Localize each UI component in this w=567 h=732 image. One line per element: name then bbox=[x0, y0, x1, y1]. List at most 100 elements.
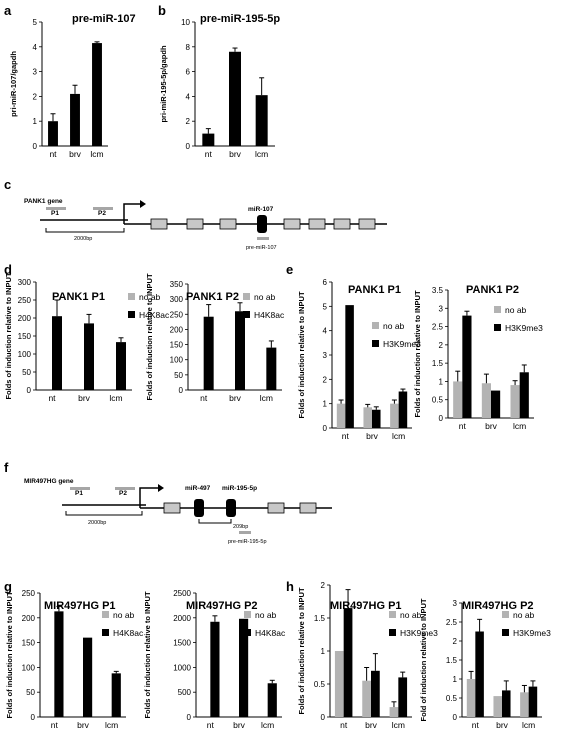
bar-no_ab-nt bbox=[453, 381, 463, 418]
y-tick-label: 3 bbox=[453, 599, 458, 608]
bar-no_ab-lcm bbox=[520, 692, 529, 717]
legend-swatch-h3k9me3 bbox=[494, 324, 501, 331]
y-tick-label: 0 bbox=[31, 713, 36, 722]
scale-label: 2000bp bbox=[88, 520, 106, 526]
y-tick-label: 1500 bbox=[173, 639, 191, 648]
scale-bracket bbox=[45, 228, 125, 233]
chart-e2: PANK1 P2 Folds of induction relative to I… bbox=[413, 284, 543, 431]
chart-title: MIR497HG P2 bbox=[462, 600, 534, 612]
y-tick-label: 300 bbox=[18, 278, 32, 287]
legend-label-no_ab: no ab bbox=[139, 292, 161, 302]
legend-swatch-no_ab bbox=[502, 611, 509, 618]
diagram-f: MIR497HG gene P1 P2 2000bp miR-497 miR-1… bbox=[24, 478, 332, 545]
y-tick-label: 500 bbox=[178, 688, 192, 697]
y-tick-label: 1 bbox=[439, 377, 444, 386]
y-axis-label: Folds of induction relative to INPUT bbox=[143, 591, 152, 719]
bar-h3k9me3-lcm bbox=[398, 677, 408, 717]
panel-label-b: b bbox=[158, 3, 166, 18]
y-tick-label: 350 bbox=[170, 280, 184, 289]
x-tick-label: brv bbox=[485, 421, 498, 431]
chart-title: PANK1 P1 bbox=[52, 291, 105, 303]
chart-title: MIR497HG P1 bbox=[330, 600, 402, 612]
panel-label-g: g bbox=[4, 579, 12, 594]
y-tick-label: 100 bbox=[22, 663, 36, 672]
probe-label-p2: P2 bbox=[98, 210, 106, 217]
y-tick-label: 3 bbox=[439, 304, 444, 313]
y-tick-label: 1 bbox=[33, 117, 38, 126]
x-tick-label: brv bbox=[78, 393, 91, 403]
y-tick-label: 0.5 bbox=[432, 396, 444, 405]
x-tick-label: nt bbox=[472, 720, 480, 730]
chart-title: PANK1 P2 bbox=[186, 291, 239, 303]
x-tick-label: nt bbox=[48, 393, 56, 403]
legend-swatch-h4k8ac bbox=[128, 311, 135, 318]
y-tick-label: 1 bbox=[321, 647, 326, 656]
bar-h4k8ac-nt bbox=[203, 316, 214, 390]
y-tick-label: 300 bbox=[170, 295, 184, 304]
chart-d2: PANK1 P2 Folds of induction relative to I… bbox=[145, 273, 285, 403]
exon-2 bbox=[186, 218, 204, 230]
bar-h3k9me3-lcm bbox=[519, 372, 529, 418]
legend-label-h3k9me3: H3K9me3 bbox=[505, 323, 543, 333]
x-tick-label: nt bbox=[49, 149, 57, 159]
x-tick-label: lcm bbox=[392, 431, 405, 441]
y-tick-label: 0 bbox=[187, 713, 192, 722]
exon-6 bbox=[333, 218, 351, 230]
y-tick-label: 200 bbox=[170, 325, 184, 334]
mirna-label-1: miR-497 bbox=[185, 485, 211, 492]
y-tick-label: 5 bbox=[323, 302, 328, 311]
bar-h3k9me3-nt bbox=[345, 305, 354, 428]
probe-label-p2: P2 bbox=[119, 490, 127, 497]
panel-label-e: e bbox=[286, 262, 293, 277]
bar-h3k9me3-nt bbox=[343, 608, 353, 717]
y-tick-label: 2 bbox=[33, 92, 38, 101]
tss-arrow-head bbox=[158, 484, 164, 492]
y-tick-label: 150 bbox=[170, 341, 184, 350]
bar-treated-lcm bbox=[255, 95, 268, 146]
chart-title: MIR497HG P1 bbox=[44, 600, 116, 612]
chart-h2: MIR497HG P2 Fold of induction relative to… bbox=[419, 598, 551, 730]
scale-label: 2000bp bbox=[74, 236, 92, 242]
bar-no_ab-brv bbox=[362, 680, 371, 717]
legend-swatch-h4k8ac bbox=[243, 311, 250, 318]
gene-label-pank1: PANK1 gene bbox=[24, 198, 63, 205]
mirna-marker bbox=[257, 215, 267, 233]
y-axis-label: Folds of induction relative to INPUT bbox=[297, 291, 306, 419]
bar-h4k8ac-nt bbox=[210, 621, 220, 717]
y-tick-label: 2 bbox=[186, 117, 191, 126]
y-tick-label: 4 bbox=[33, 43, 38, 52]
exon-5 bbox=[308, 218, 326, 230]
y-tick-label: 50 bbox=[174, 371, 183, 380]
y-tick-label: 2 bbox=[321, 581, 326, 590]
bar-no_ab-nt bbox=[336, 403, 346, 428]
bar-no_ab-brv bbox=[363, 407, 372, 428]
exon-4 bbox=[283, 218, 301, 230]
probe-p2 bbox=[115, 487, 135, 490]
y-tick-label: 250 bbox=[18, 296, 32, 305]
bar-h4k8ac-brv bbox=[84, 323, 94, 390]
tss-arrow-head bbox=[140, 200, 146, 208]
chart-d1: PANK1 P1 Folds of induction relative to I… bbox=[4, 272, 170, 403]
bar-h4k8ac-brv bbox=[83, 637, 93, 717]
x-tick-label: nt bbox=[200, 393, 208, 403]
legend-label-no_ab: no ab bbox=[400, 610, 422, 620]
bar-treated-nt bbox=[202, 133, 215, 146]
panel-label-a: a bbox=[4, 3, 12, 18]
legend-swatch-no_ab bbox=[389, 611, 396, 618]
legend-swatch-h4k8ac bbox=[102, 629, 109, 636]
y-tick-label: 0 bbox=[186, 142, 191, 151]
panel-label-h: h bbox=[286, 579, 294, 594]
y-tick-label: 0 bbox=[33, 142, 38, 151]
y-tick-label: 1 bbox=[453, 675, 458, 684]
bar-no_ab-lcm bbox=[390, 403, 399, 428]
panel-label-d: d bbox=[4, 262, 12, 277]
x-tick-label: lcm bbox=[105, 720, 118, 730]
x-tick-label: lcm bbox=[392, 720, 405, 730]
chart-g1: MIR497HG P1 Folds of induction relative t… bbox=[5, 589, 144, 730]
bar-h4k8ac-lcm bbox=[267, 683, 277, 717]
x-tick-label: nt bbox=[340, 720, 348, 730]
legend-label-no_ab: no ab bbox=[505, 305, 527, 315]
y-tick-label: 1 bbox=[323, 400, 328, 409]
y-tick-label: 2 bbox=[453, 637, 458, 646]
bar-h3k9me3-lcm bbox=[398, 391, 408, 428]
